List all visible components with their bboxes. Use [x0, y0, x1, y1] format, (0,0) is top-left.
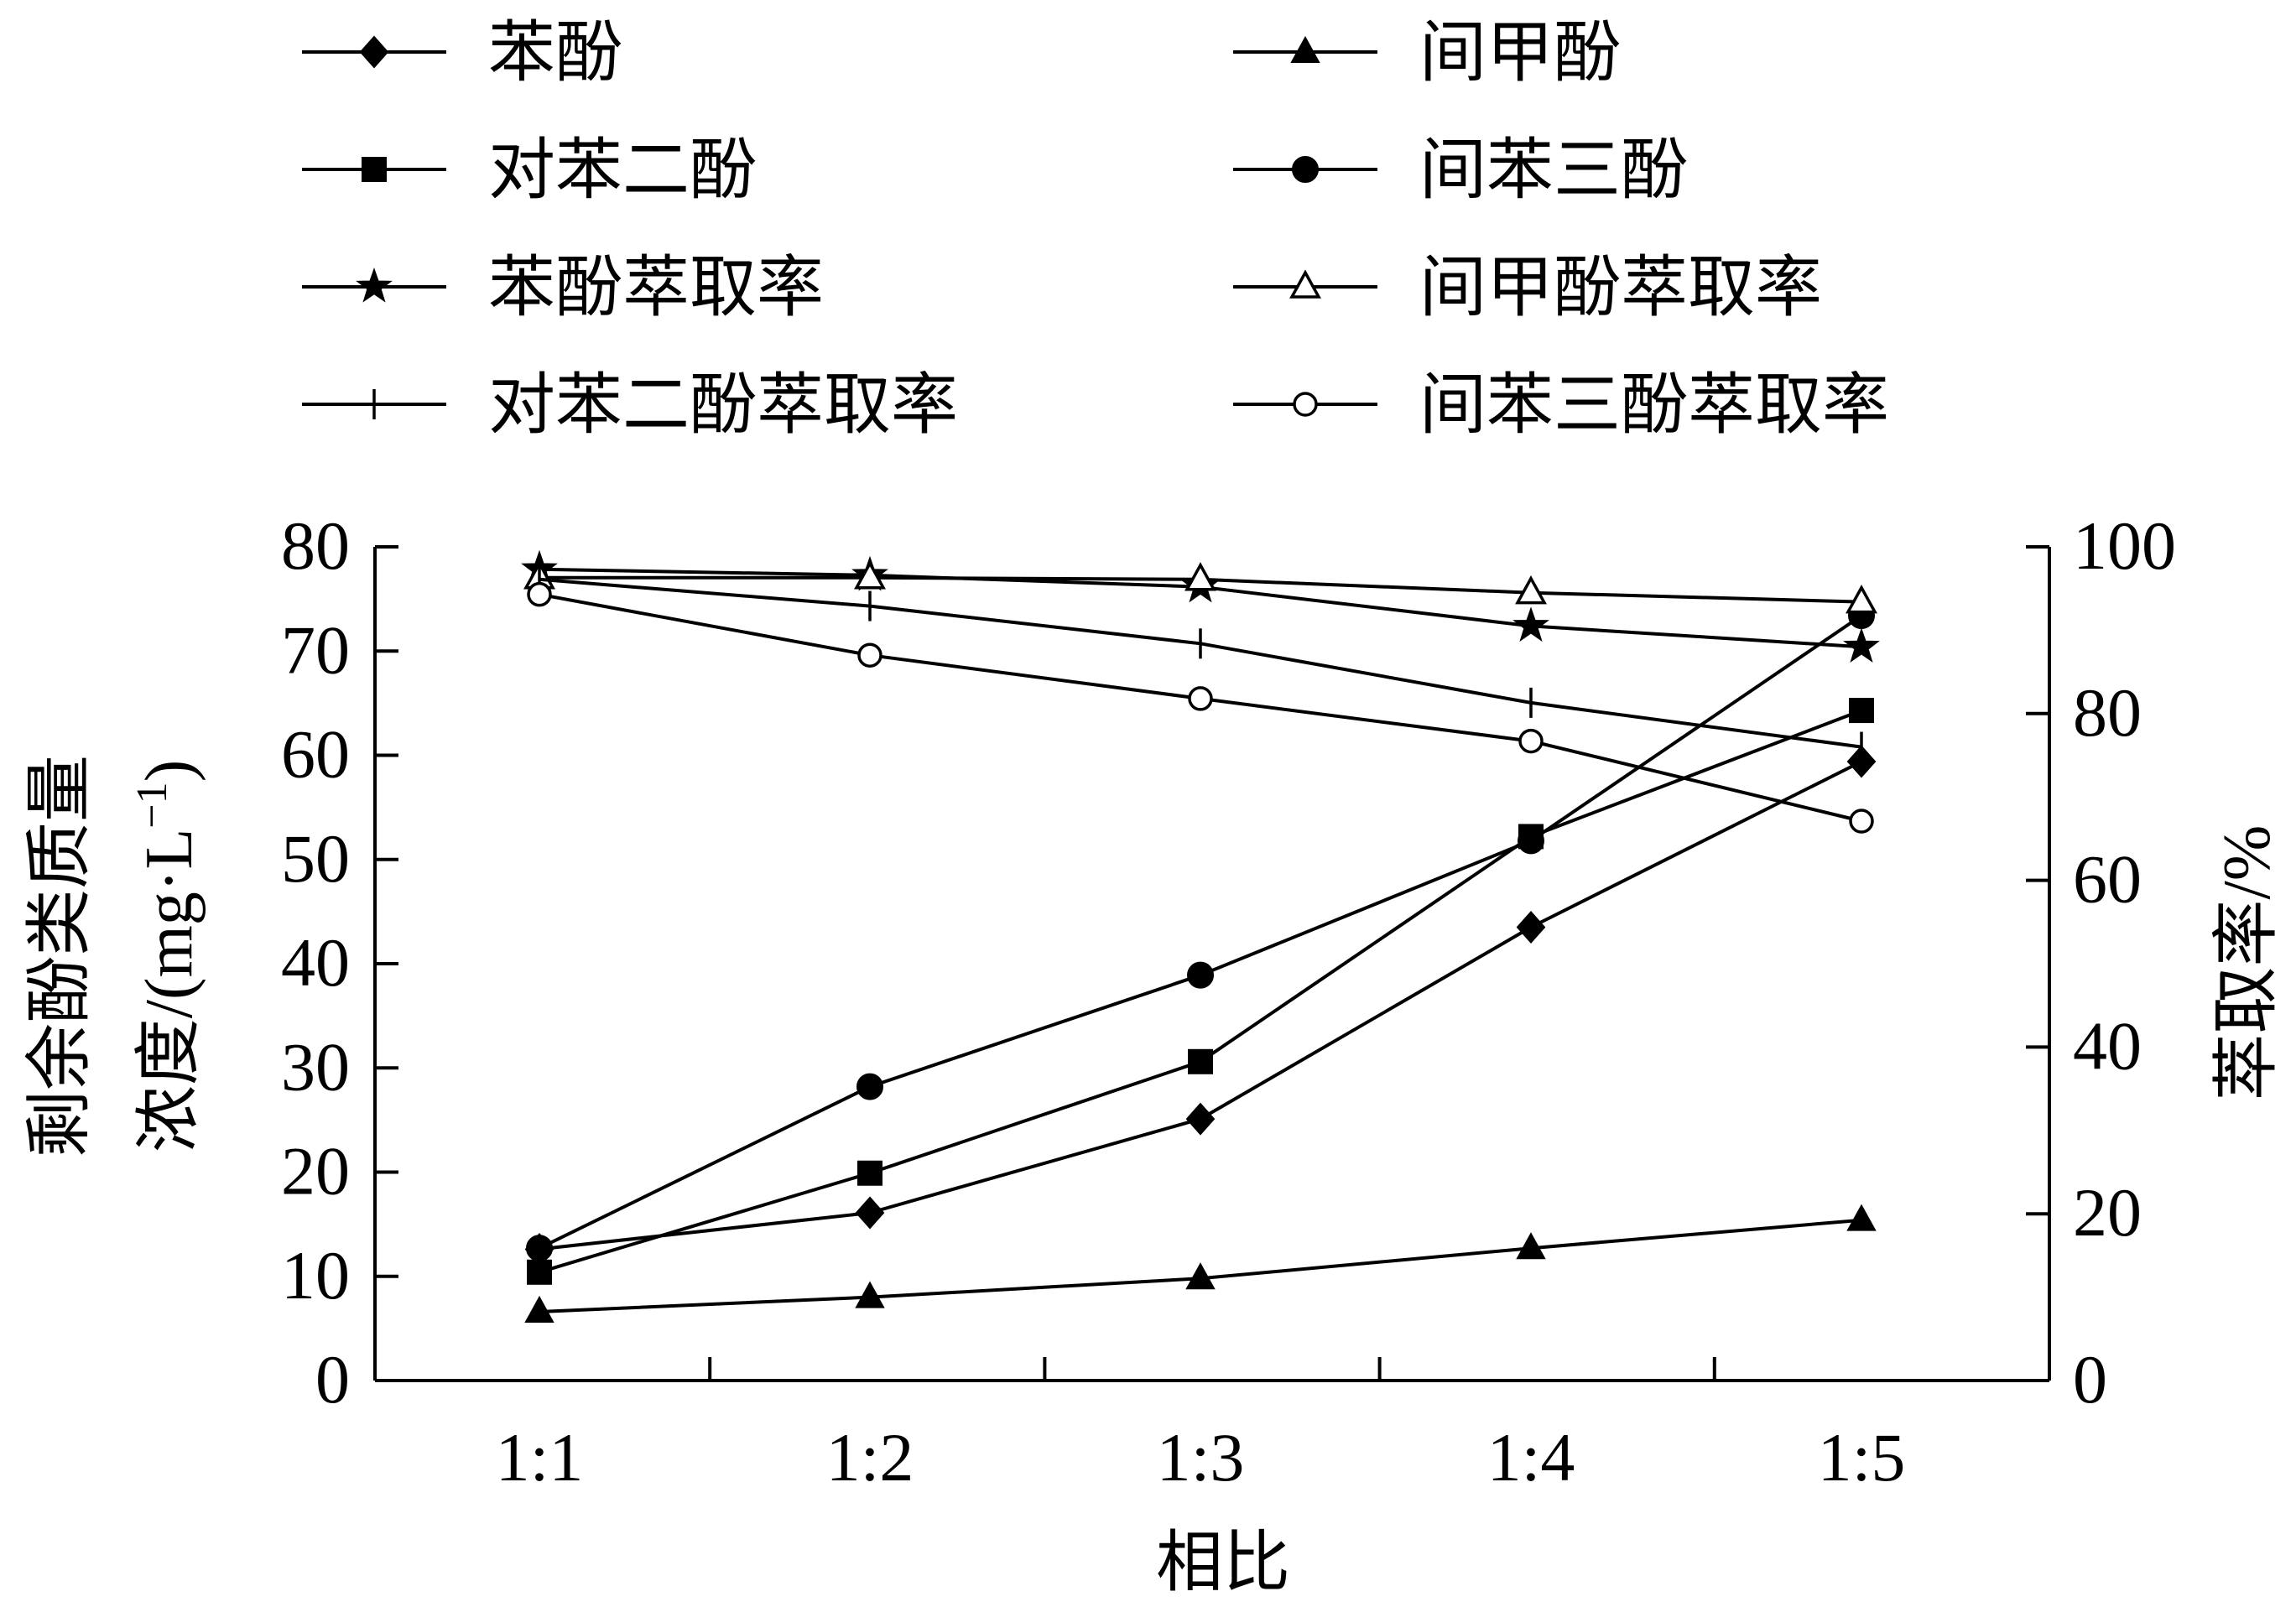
- legend-marker: [1290, 35, 1320, 63]
- left-tick-label: 80: [281, 507, 350, 584]
- data-point: [1512, 606, 1549, 642]
- data-point: [1846, 1204, 1877, 1231]
- legend-marker: [356, 267, 393, 303]
- left-tick-label: 30: [281, 1028, 350, 1105]
- data-point: [856, 1073, 883, 1100]
- legend-entry: 苯酚萃取率: [302, 252, 824, 325]
- data-point: [526, 1235, 553, 1262]
- left-axis-title-main: 浓度/(mg·L: [133, 829, 206, 1153]
- right-tick-label: 100: [2073, 507, 2176, 584]
- x-tick-label: 1:2: [826, 1419, 914, 1495]
- legend-label: 苯酚萃取率: [488, 252, 824, 325]
- data-point: [1188, 686, 1213, 711]
- data-point: [854, 560, 886, 590]
- legend-label: 对苯二酚萃取率: [488, 369, 958, 443]
- data-point: [1518, 827, 1544, 855]
- legend-label: 苯酚: [488, 17, 622, 91]
- right-axis-title: 萃取率/%: [2210, 825, 2284, 1101]
- data-point: [857, 642, 882, 668]
- legend-entry: 间甲酚萃取率: [1233, 252, 1822, 325]
- axes: 0 10 20 30 40 50 60 70 80 0 20 40 60 80 100 1:1 1:2 1:3 1:…: [281, 507, 2176, 1495]
- x-axis-title: 相比: [1156, 1526, 1290, 1600]
- series-line: [539, 577, 1862, 749]
- data-point: [857, 1160, 882, 1186]
- legend-marker: [1293, 392, 1318, 417]
- left-axis-title-line2: 浓度/(mg·L−1): [128, 760, 206, 1153]
- x-tick-label: 1:3: [1157, 1419, 1245, 1495]
- series-8: [527, 581, 1874, 834]
- left-axis-title-superscript: −1: [128, 782, 176, 828]
- series-line: [539, 709, 1862, 1274]
- series-3: [527, 698, 1874, 1285]
- data-point: [855, 1281, 885, 1308]
- legend-entry: 对苯二酚: [302, 134, 757, 208]
- right-tick-label: 60: [2073, 841, 2142, 918]
- data-point: [1185, 1262, 1216, 1290]
- data-point: [527, 581, 552, 607]
- right-tick-label: 80: [2073, 674, 2142, 751]
- legend-marker: [1292, 156, 1319, 183]
- legend-entry: 对苯二酚萃取率: [302, 369, 958, 443]
- data-point: [1516, 1232, 1546, 1260]
- legend-marker: [1289, 269, 1321, 299]
- legend-label: 间苯三酚: [1419, 134, 1688, 208]
- x-tick-label: 1:5: [1818, 1419, 1906, 1495]
- data-point: [1849, 809, 1874, 834]
- legend-entry: 苯酚: [302, 17, 622, 91]
- right-tick-label: 0: [2073, 1341, 2107, 1417]
- series-line: [539, 760, 1862, 1251]
- left-axis-title-close: ): [133, 760, 206, 783]
- data-point: [1187, 961, 1214, 989]
- left-tick-label: 0: [315, 1341, 350, 1417]
- legend-entry: 间苯三酚萃取率: [1233, 369, 1889, 443]
- x-tick-label: 1:4: [1487, 1419, 1575, 1495]
- data-point: [1185, 1102, 1216, 1136]
- series-6: [523, 560, 1877, 614]
- left-tick-label: 10: [281, 1237, 350, 1313]
- legend-label: 间甲酚萃取率: [1419, 252, 1822, 325]
- left-axis-title-line1: 剩余酚类质量: [23, 755, 97, 1157]
- data-point: [1515, 575, 1547, 605]
- data-point: [1518, 728, 1544, 754]
- legend-label: 间苯三酚萃取率: [1419, 369, 1889, 443]
- legend-entry: 间甲酚: [1233, 17, 1621, 91]
- data-point: [1516, 911, 1546, 944]
- data-point: [1843, 627, 1880, 663]
- left-tick-label: 70: [281, 611, 350, 688]
- data-point: [1849, 698, 1874, 724]
- data-point: [527, 1259, 552, 1285]
- left-tick-label: 20: [281, 1133, 350, 1209]
- axis-labels: 相比 剩余酚类质量 浓度/(mg·L−1) 萃取率/%: [23, 755, 2284, 1600]
- legend-marker: [359, 35, 389, 69]
- legend-label: 对苯二酚: [488, 134, 757, 208]
- legend-entry: 间苯三酚: [1233, 134, 1688, 208]
- legend-label: 间甲酚: [1419, 17, 1621, 91]
- left-tick-label: 60: [281, 716, 350, 793]
- x-tick-label: 1:1: [496, 1419, 584, 1495]
- series-layer: [521, 549, 1880, 1323]
- series-1: [524, 745, 1877, 1266]
- left-tick-label: 40: [281, 924, 350, 1001]
- data-point: [524, 1295, 554, 1323]
- data-point: [855, 1196, 885, 1230]
- data-point: [1184, 562, 1216, 591]
- right-tick-label: 20: [2073, 1174, 2142, 1251]
- data-point: [1188, 1048, 1213, 1074]
- data-point: [1846, 584, 1877, 614]
- left-tick-label: 50: [281, 820, 350, 897]
- right-tick-label: 40: [2073, 1007, 2142, 1084]
- legend-marker: [362, 157, 387, 182]
- series-2: [524, 1204, 1877, 1323]
